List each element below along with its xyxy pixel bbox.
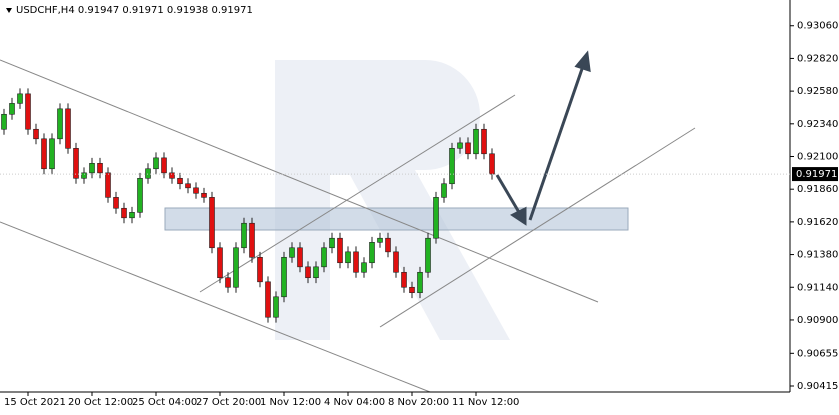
candle-body xyxy=(193,187,199,194)
candle-body xyxy=(321,247,327,268)
candle-body xyxy=(441,183,447,198)
arrow xyxy=(495,174,522,215)
y-tick-label: 0.92820 xyxy=(797,53,838,64)
y-tick-label: 0.90655 xyxy=(797,348,838,359)
candle-body xyxy=(401,271,407,288)
y-tick-label: 0.93060 xyxy=(797,21,838,32)
candle-body xyxy=(281,256,287,298)
x-tick-label: 8 Nov 20:00 xyxy=(388,397,449,408)
candle-body xyxy=(393,251,399,273)
x-tick-label: 1 Nov 12:00 xyxy=(260,397,321,408)
candle-body xyxy=(145,168,151,179)
forecast-arrows xyxy=(495,50,591,226)
candle-body xyxy=(465,142,471,155)
y-tick-label: 0.92580 xyxy=(797,86,838,97)
candle-body xyxy=(289,247,295,258)
candle-body xyxy=(217,247,223,279)
candle-body xyxy=(345,251,351,264)
candle-body xyxy=(337,237,343,264)
x-tick-label: 25 Oct 04:00 xyxy=(132,397,197,408)
arrow xyxy=(528,65,585,221)
candle-body xyxy=(489,153,495,175)
candle-body xyxy=(233,247,239,288)
candle-body xyxy=(369,242,375,264)
candle-body xyxy=(41,138,47,170)
channel-line xyxy=(379,127,696,328)
x-tick-label: 15 Oct 2021 xyxy=(4,397,66,408)
candle-body xyxy=(81,172,87,179)
candle-body xyxy=(161,157,167,174)
candle-body xyxy=(185,183,191,189)
x-tick-label: 27 Oct 20:00 xyxy=(196,397,261,408)
candle-body xyxy=(73,148,79,179)
support-zone xyxy=(164,207,629,231)
x-tick-label: 20 Oct 12:00 xyxy=(68,397,133,408)
candle-body xyxy=(313,266,319,279)
candle-body xyxy=(249,222,255,258)
candle-body xyxy=(257,256,263,283)
candle-body xyxy=(169,172,175,179)
candle-body xyxy=(49,138,55,170)
candle-body xyxy=(457,142,463,149)
candle-body xyxy=(305,266,311,279)
last-price-box xyxy=(792,167,838,182)
candle-body xyxy=(409,286,415,294)
candle-body xyxy=(25,93,31,130)
watermark xyxy=(275,60,510,340)
x-tick-label: 4 Nov 04:00 xyxy=(324,397,385,408)
candle-body xyxy=(89,163,95,174)
y-tick-label: 0.91380 xyxy=(797,250,838,261)
arrow-head xyxy=(574,50,591,73)
candle-body xyxy=(433,197,439,239)
candle-body xyxy=(17,93,23,104)
candle-body xyxy=(9,103,15,115)
y-tick-label: 0.90415 xyxy=(797,381,838,392)
candle-body xyxy=(121,207,127,219)
x-tick-label: 11 Nov 12:00 xyxy=(452,397,519,408)
candle-body xyxy=(449,148,455,185)
candle-body xyxy=(177,177,183,185)
channel-line xyxy=(0,221,431,393)
candle-body xyxy=(57,108,63,140)
candle-body xyxy=(417,271,423,294)
candle-body xyxy=(241,222,247,249)
candle-body xyxy=(329,237,335,249)
arrow-head xyxy=(510,206,527,226)
candle-body xyxy=(137,177,143,213)
candle-body xyxy=(297,247,303,268)
candle-body xyxy=(97,163,103,174)
candle-body xyxy=(65,108,71,149)
candle-body xyxy=(105,172,111,198)
candle-body xyxy=(481,128,487,155)
channel-line xyxy=(0,59,599,303)
candle-body xyxy=(377,237,383,243)
candle-body xyxy=(361,262,367,273)
y-tick-label: 0.91140 xyxy=(797,282,838,293)
menu-triangle xyxy=(6,8,12,13)
y-tick-label: 0.90900 xyxy=(797,315,838,326)
candle-body xyxy=(353,251,359,273)
candle-body xyxy=(473,128,479,155)
candle-body xyxy=(33,128,39,140)
chart-title: USDCHF,H4 0.91947 0.91971 0.91938 0.9197… xyxy=(16,5,253,16)
y-tick-label: 0.91860 xyxy=(797,184,838,195)
candle-body xyxy=(265,281,271,318)
candle-body xyxy=(385,237,391,253)
candle-body xyxy=(425,237,431,273)
candle-body xyxy=(209,197,215,249)
candle-body xyxy=(201,192,207,198)
candle-body xyxy=(225,277,231,288)
candle-body xyxy=(129,212,135,219)
candle-body xyxy=(1,113,7,130)
candle-body xyxy=(153,157,159,170)
candle-body xyxy=(273,296,279,318)
last-price-label: 0.91971 xyxy=(796,169,837,180)
y-tick-label: 0.91620 xyxy=(797,217,838,228)
y-tick-label: 0.92100 xyxy=(797,152,838,163)
y-tick-label: 0.92340 xyxy=(797,119,838,130)
candle-body xyxy=(113,197,119,209)
